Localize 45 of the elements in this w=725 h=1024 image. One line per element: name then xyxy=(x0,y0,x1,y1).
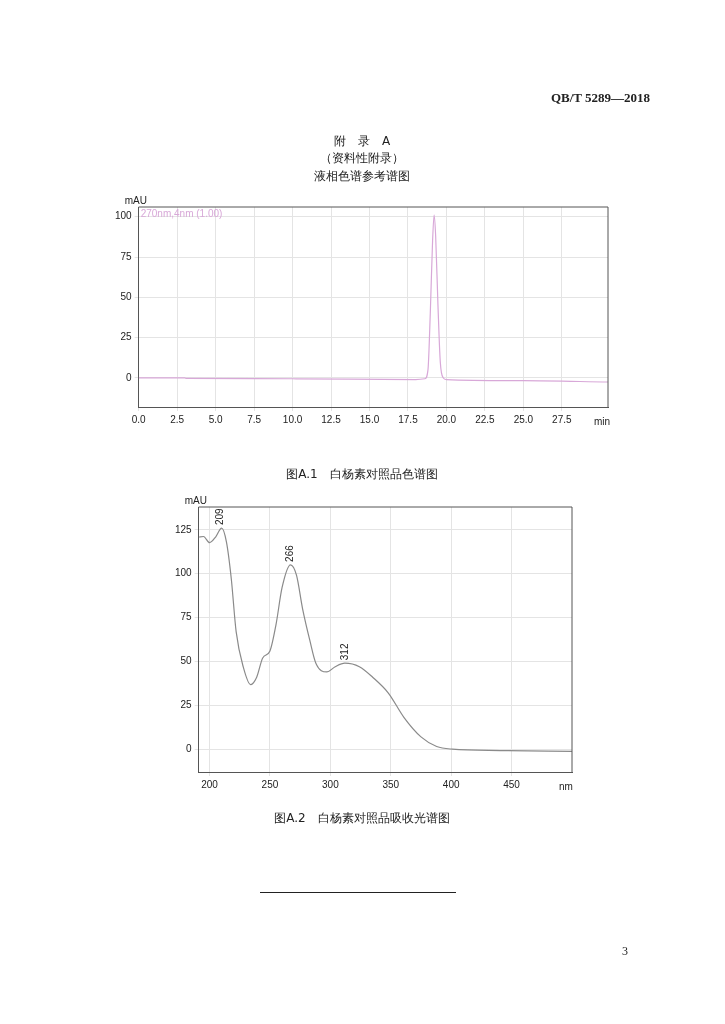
line-series xyxy=(198,527,572,753)
y-tick-label: 100 xyxy=(175,567,193,579)
x-tick-label: 12.5 xyxy=(321,413,342,425)
text: 3 xyxy=(622,944,628,959)
y-axis-title: mAU xyxy=(184,494,207,506)
y-tick-label: 75 xyxy=(120,250,133,262)
text: 附 录 A xyxy=(333,133,391,150)
x-tick-label: 5.0 xyxy=(208,413,224,425)
annotation: 266 xyxy=(284,544,296,562)
x-axis-title: nm xyxy=(559,780,573,792)
x-tick-label: 250 xyxy=(261,778,279,790)
text: 图A.2 白杨素对照品吸收光谱图 xyxy=(274,810,450,827)
x-tick-label: 17.5 xyxy=(398,413,419,425)
text: （资料性附录） xyxy=(320,150,404,167)
text: QB/T 5289—2018 xyxy=(550,90,650,106)
x-tick-label: 200 xyxy=(201,778,219,790)
y-tick-label: 75 xyxy=(180,611,193,623)
text: 270nm,4nm (1.00) xyxy=(140,207,223,219)
x-tick-label: 400 xyxy=(442,778,460,790)
x-tick-label: 10.0 xyxy=(282,413,303,425)
x-tick-label: 300 xyxy=(322,778,340,790)
x-axis-title: min xyxy=(593,415,611,427)
y-tick-label: 50 xyxy=(180,655,193,667)
x-tick-label: 25.0 xyxy=(513,413,534,425)
annotation: 312 xyxy=(338,643,350,661)
x-tick-label: 22.5 xyxy=(475,413,496,425)
annotation: 209 xyxy=(214,507,226,526)
x-tick-label: 0.0 xyxy=(131,413,147,425)
chart-title: 液相色谱参考谱图 xyxy=(314,168,410,185)
x-tick-label: 7.5 xyxy=(247,413,262,425)
text: 图A.1 白杨素对照品色谱图 xyxy=(286,466,438,483)
x-tick-label: 27.5 xyxy=(552,413,572,425)
y-tick-label: 25 xyxy=(180,699,193,711)
x-tick-label: 2.5 xyxy=(170,413,185,425)
y-tick-label: 100 xyxy=(115,210,133,222)
x-tick-label: 20.0 xyxy=(436,413,457,425)
y-tick-label: 0 xyxy=(126,371,133,383)
x-tick-label: 450 xyxy=(503,778,521,790)
y-tick-label: 125 xyxy=(175,523,193,535)
x-tick-label: 15.0 xyxy=(359,413,380,425)
y-tick-label: 0 xyxy=(186,742,193,754)
y-axis-title: mAU xyxy=(124,194,147,206)
y-tick-label: 25 xyxy=(120,331,133,343)
y-tick-label: 50 xyxy=(120,291,133,303)
x-tick-label: 350 xyxy=(382,778,400,790)
